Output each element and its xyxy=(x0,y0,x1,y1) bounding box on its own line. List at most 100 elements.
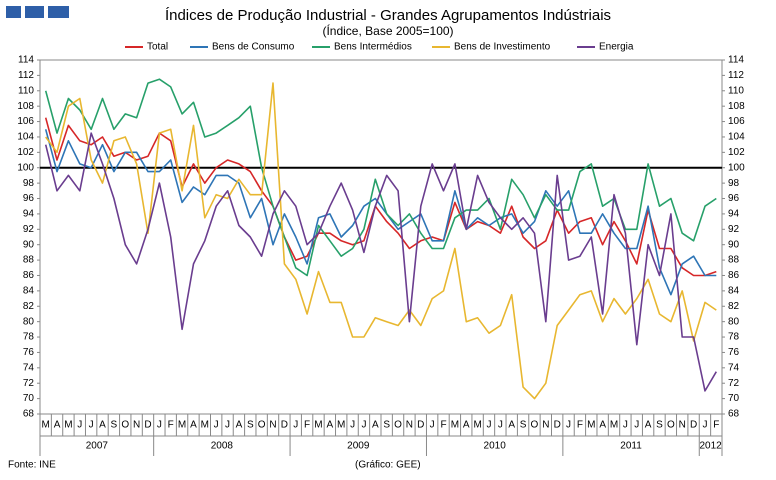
y-tick-label: 92 xyxy=(23,224,35,235)
x-tick-label: M xyxy=(314,420,322,431)
x-tick-label: J xyxy=(77,420,82,431)
source: Fonte: INE xyxy=(8,460,56,471)
x-tick-label: M xyxy=(451,420,459,431)
x-tick-label: D xyxy=(554,420,561,431)
x-tick-label: F xyxy=(304,420,310,431)
y2-tick-label: 102 xyxy=(728,147,745,158)
x-tick-label: A xyxy=(372,420,379,431)
y-tick-label: 112 xyxy=(18,70,34,81)
x-tick-label: J xyxy=(623,420,628,431)
year-label: 2007 xyxy=(86,441,109,452)
y2-tick-label: 86 xyxy=(728,270,740,281)
logo xyxy=(48,6,69,18)
y-tick-label: 114 xyxy=(18,55,34,66)
legend-label: Bens de Consumo xyxy=(212,42,295,53)
y2-tick-label: 110 xyxy=(728,85,744,96)
x-tick-label: D xyxy=(690,420,697,431)
y2-tick-label: 90 xyxy=(728,239,740,250)
x-tick-label: M xyxy=(337,420,345,431)
y-tick-label: 102 xyxy=(17,147,34,158)
series-line xyxy=(45,82,717,400)
x-tick-label: F xyxy=(168,420,174,431)
y-tick-label: 90 xyxy=(23,239,35,250)
x-tick-label: A xyxy=(327,420,334,431)
x-tick-label: A xyxy=(463,420,470,431)
x-tick-label: A xyxy=(54,420,61,431)
y2-tick-label: 92 xyxy=(728,224,740,235)
y2-tick-label: 80 xyxy=(728,316,740,327)
plot-area xyxy=(39,59,723,415)
y-tick-label: 110 xyxy=(18,85,34,96)
x-tick-label: J xyxy=(89,420,94,431)
y-tick-label: 88 xyxy=(23,255,35,266)
x-tick-label: M xyxy=(473,420,481,431)
x-tick-label: A xyxy=(236,420,243,431)
legend-label: Energia xyxy=(599,42,634,53)
x-tick-label: S xyxy=(111,420,118,431)
y2-tick-label: 72 xyxy=(728,378,740,389)
y2-tick-label: 112 xyxy=(728,70,744,81)
x-tick-label: J xyxy=(157,420,162,431)
x-tick-label: F xyxy=(440,420,446,431)
y2-tick-label: 76 xyxy=(728,347,740,358)
x-tick-label: N xyxy=(133,420,140,431)
x-tick-label: J xyxy=(293,420,298,431)
x-tick-label: N xyxy=(269,420,276,431)
x-tick-label: A xyxy=(645,420,652,431)
year-label: 2010 xyxy=(484,441,507,452)
y-tick-label: 86 xyxy=(23,270,35,281)
x-tick-label: J xyxy=(486,420,491,431)
y-tick-label: 82 xyxy=(23,301,35,312)
x-tick-label: J xyxy=(361,420,366,431)
y-tick-label: 80 xyxy=(23,316,35,327)
series-line xyxy=(44,78,717,277)
y-tick-label: 76 xyxy=(23,347,35,358)
series-line xyxy=(44,132,717,392)
y-tick-label: 78 xyxy=(23,332,35,343)
y-tick-label: 96 xyxy=(23,193,35,204)
y-tick-label: 74 xyxy=(23,362,35,373)
y-tick-label: 68 xyxy=(23,409,35,420)
y2-tick-label: 108 xyxy=(728,101,745,112)
x-tick-label: M xyxy=(64,420,72,431)
x-tick-label: J xyxy=(350,420,355,431)
y2-tick-label: 104 xyxy=(728,132,745,143)
x-tick-label: J xyxy=(225,420,230,431)
x-tick-label: J xyxy=(430,420,435,431)
chart-subtitle: (Índice, Base 2005=100) xyxy=(322,23,453,38)
y-tick-label: 104 xyxy=(17,132,34,143)
x-tick-label: J xyxy=(566,420,571,431)
x-tick-label: A xyxy=(599,420,606,431)
x-tick-label: J xyxy=(498,420,503,431)
x-tick-label: F xyxy=(577,420,583,431)
y2-tick-label: 74 xyxy=(728,362,740,373)
y2-tick-label: 70 xyxy=(728,393,740,404)
x-tick-label: D xyxy=(281,420,288,431)
y2-tick-label: 78 xyxy=(728,332,740,343)
x-tick-label: S xyxy=(520,420,527,431)
credit: (Gráfico: GEE) xyxy=(355,460,421,471)
y2-tick-label: 82 xyxy=(728,301,740,312)
x-tick-label: D xyxy=(417,420,424,431)
x-tick-label: N xyxy=(542,420,549,431)
x-tick-label: J xyxy=(702,420,707,431)
logo xyxy=(25,6,44,18)
year-label: 2012 xyxy=(700,441,723,452)
y2-tick-label: 88 xyxy=(728,255,740,266)
y-tick-label: 84 xyxy=(23,286,35,297)
year-label: 2009 xyxy=(347,441,370,452)
x-tick-label: M xyxy=(587,420,595,431)
x-tick-label: F xyxy=(713,420,719,431)
x-tick-label: O xyxy=(121,420,129,431)
y2-tick-label: 94 xyxy=(728,209,740,220)
x-tick-label: A xyxy=(99,420,106,431)
y2-tick-label: 96 xyxy=(728,193,740,204)
x-tick-label: O xyxy=(394,420,402,431)
x-tick-label: A xyxy=(508,420,515,431)
x-tick-label: M xyxy=(178,420,186,431)
x-tick-label: N xyxy=(406,420,413,431)
y-tick-label: 106 xyxy=(17,116,34,127)
x-tick-label: J xyxy=(214,420,219,431)
y2-tick-label: 106 xyxy=(728,116,745,127)
